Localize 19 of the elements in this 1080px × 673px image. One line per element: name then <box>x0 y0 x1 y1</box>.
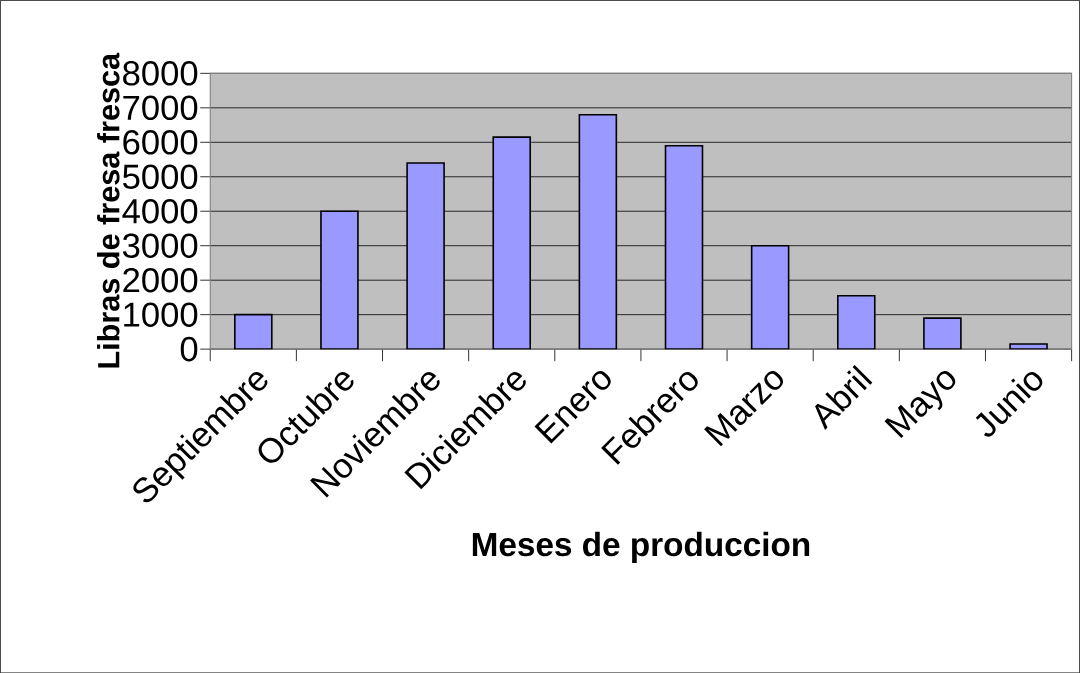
bar <box>578 113 618 349</box>
x-axis-title: Meses de produccion <box>472 531 810 563</box>
y-axis-title: Libras de fresa fresca <box>97 52 120 368</box>
bar <box>406 162 445 349</box>
y-tick-label: 6000 <box>123 129 198 155</box>
y-tick-label: 5000 <box>122 164 198 189</box>
y-tick-label: 2000 <box>123 267 198 293</box>
y-tick-label: 4000 <box>122 198 198 224</box>
y-tick-label: 0 <box>180 336 198 362</box>
y-tick-label: 7000 <box>123 95 198 120</box>
y-tick-label: 1000 <box>124 302 198 327</box>
bar <box>836 294 876 349</box>
bar <box>320 210 359 349</box>
y-tick-label: 8000 <box>123 60 198 86</box>
bar <box>492 136 532 349</box>
bar <box>234 313 273 349</box>
bar <box>750 244 790 349</box>
y-tick-label: 3000 <box>122 233 198 258</box>
bar <box>664 144 704 349</box>
